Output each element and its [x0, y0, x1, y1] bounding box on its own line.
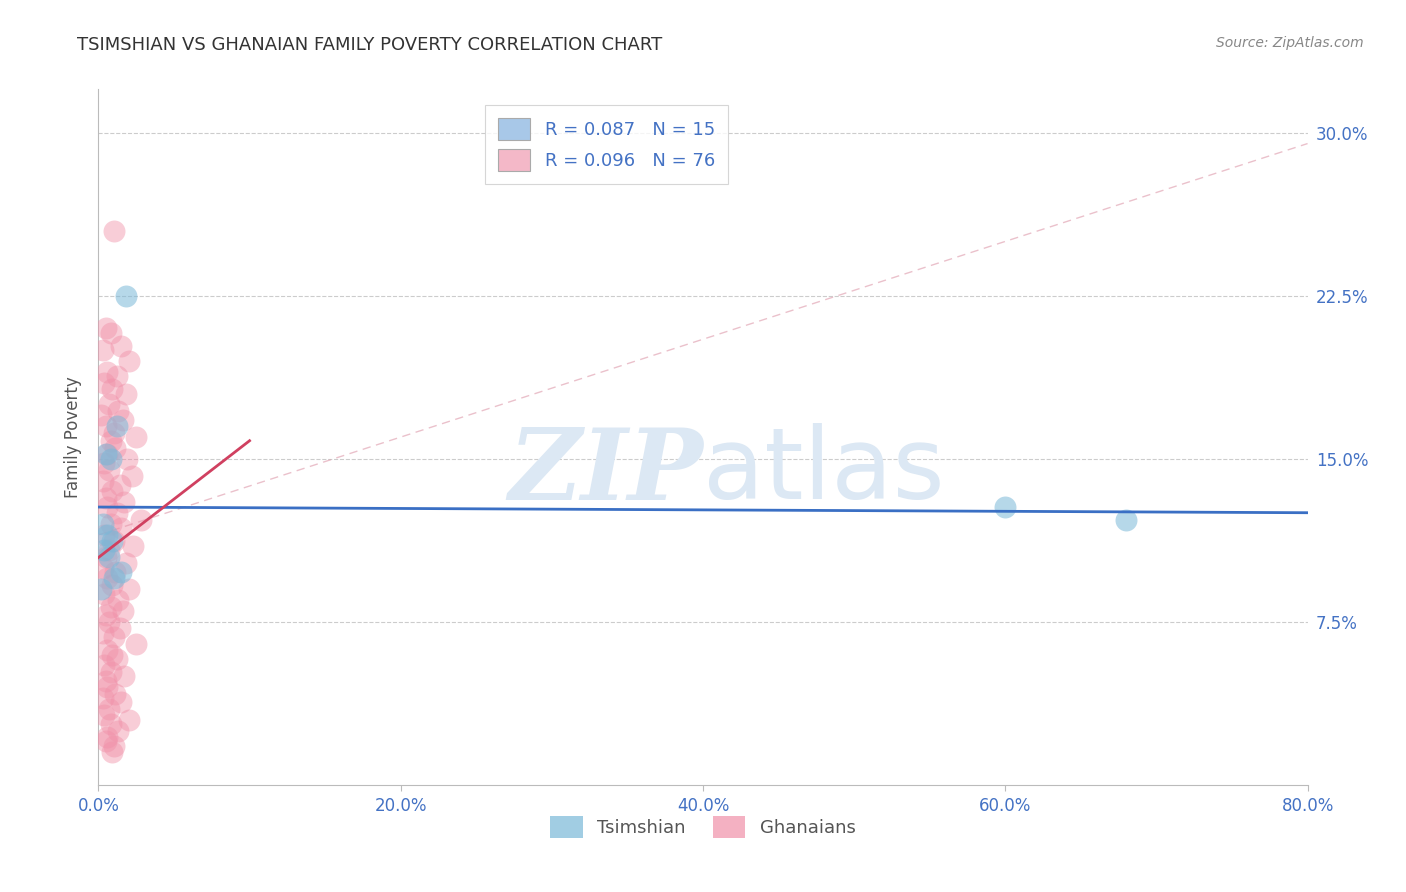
- Point: [105, 419, 128, 434]
- Point: [98, 543, 121, 558]
- Point: [129, 513, 152, 527]
- Point: [103, 630, 125, 644]
- Point: [96, 365, 118, 379]
- Point: [101, 484, 124, 499]
- Point: [103, 223, 125, 237]
- Point: [103, 534, 125, 549]
- Point: [112, 669, 135, 683]
- Point: [103, 571, 125, 585]
- Text: atlas: atlas: [703, 424, 945, 520]
- Text: TSIMSHIAN VS GHANAIAN FAMILY POVERTY CORRELATION CHART: TSIMSHIAN VS GHANAIAN FAMILY POVERTY COR…: [77, 36, 662, 54]
- Point: [110, 695, 132, 709]
- Text: Source: ZipAtlas.com: Source: ZipAtlas.com: [1216, 36, 1364, 50]
- Point: [111, 412, 134, 426]
- Point: [98, 702, 121, 716]
- Point: [94, 321, 117, 335]
- Point: [125, 430, 148, 444]
- Point: [93, 708, 115, 723]
- Point: [98, 397, 121, 411]
- Point: [94, 608, 117, 623]
- Point: [110, 565, 132, 579]
- Point: [94, 447, 117, 462]
- Point: [96, 528, 118, 542]
- Point: [96, 643, 118, 657]
- Point: [91, 474, 114, 488]
- Point: [122, 539, 145, 553]
- Point: [94, 549, 117, 564]
- Point: [103, 739, 125, 753]
- Point: [101, 745, 124, 759]
- Point: [100, 717, 122, 731]
- Point: [101, 534, 124, 549]
- Legend: Tsimshian, Ghanaians: Tsimshian, Ghanaians: [543, 809, 863, 846]
- Point: [105, 652, 128, 666]
- Point: [1115, 513, 1137, 527]
- Point: [100, 599, 122, 614]
- Point: [108, 621, 131, 635]
- Point: [118, 354, 141, 368]
- Point: [100, 434, 122, 449]
- Point: [94, 734, 117, 748]
- Point: [107, 404, 129, 418]
- Point: [91, 343, 114, 357]
- Point: [91, 690, 114, 705]
- Point: [112, 495, 135, 509]
- Point: [115, 451, 138, 466]
- Point: [94, 491, 117, 505]
- Point: [94, 673, 117, 688]
- Point: [101, 382, 124, 396]
- Point: [104, 565, 127, 579]
- Point: [93, 543, 115, 558]
- Point: [114, 556, 136, 570]
- Point: [114, 289, 136, 303]
- Point: [90, 582, 112, 597]
- Point: [100, 326, 122, 340]
- Point: [105, 506, 128, 520]
- Point: [103, 425, 125, 440]
- Point: [90, 409, 112, 423]
- Text: ZIP: ZIP: [508, 424, 703, 520]
- Point: [96, 447, 118, 462]
- Point: [98, 463, 121, 477]
- Point: [107, 723, 129, 738]
- Point: [100, 516, 122, 531]
- Point: [104, 441, 127, 455]
- Point: [96, 571, 118, 585]
- Point: [101, 578, 124, 592]
- Point: [93, 658, 115, 673]
- Point: [108, 478, 131, 492]
- Point: [994, 500, 1017, 514]
- Point: [110, 339, 132, 353]
- Point: [101, 648, 124, 662]
- Point: [91, 625, 114, 640]
- Point: [98, 615, 121, 629]
- Point: [121, 469, 143, 483]
- Point: [125, 637, 148, 651]
- Point: [118, 582, 141, 597]
- Point: [96, 500, 118, 514]
- Point: [118, 713, 141, 727]
- Point: [91, 516, 114, 531]
- Point: [100, 451, 122, 466]
- Point: [93, 528, 115, 542]
- Point: [93, 456, 115, 470]
- Point: [114, 386, 136, 401]
- Point: [96, 680, 118, 694]
- Point: [107, 593, 129, 607]
- Point: [110, 521, 132, 535]
- Point: [98, 549, 121, 564]
- Point: [91, 560, 114, 574]
- Point: [105, 369, 128, 384]
- Y-axis label: Family Poverty: Family Poverty: [65, 376, 83, 498]
- Point: [100, 665, 122, 679]
- Point: [96, 730, 118, 744]
- Point: [104, 687, 127, 701]
- Point: [93, 376, 115, 390]
- Point: [94, 419, 117, 434]
- Point: [93, 587, 115, 601]
- Point: [111, 604, 134, 618]
